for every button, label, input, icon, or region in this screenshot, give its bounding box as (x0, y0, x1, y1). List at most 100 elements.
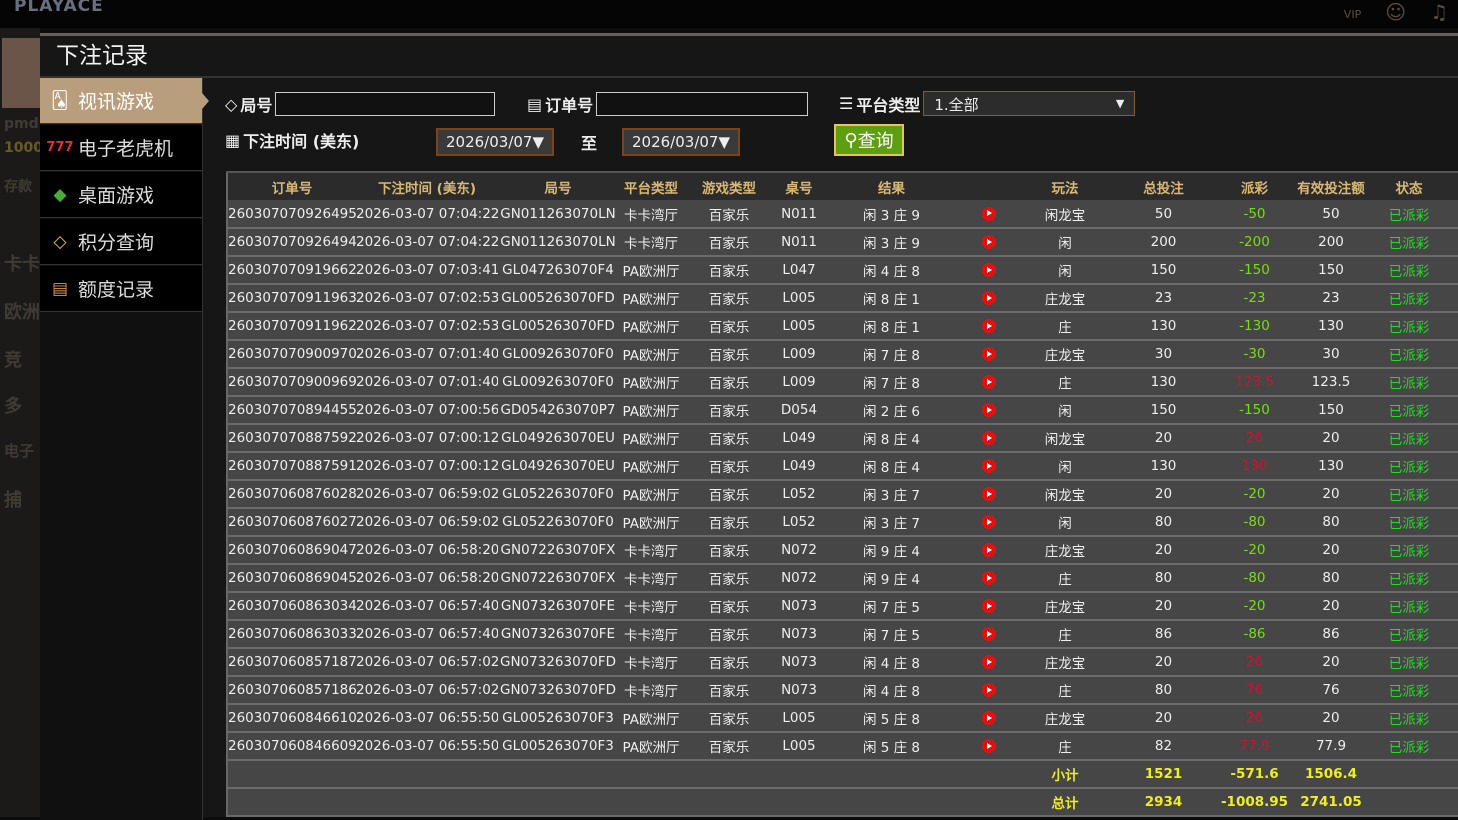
cell-table-id: N073 (774, 620, 824, 649)
cell-order-id: 260307070900970 (227, 340, 356, 369)
cell-platform: PA欧洲厅 (618, 480, 684, 509)
table-row: 260307060876027 2026-03-07 06:59:02 GL0522… (227, 508, 1458, 537)
replay-button[interactable] (959, 508, 1019, 537)
cell-total-bet: 20 (1111, 592, 1216, 621)
play-icon[interactable] (982, 739, 996, 753)
cell-bet-time: 2026-03-07 07:00:12 (356, 452, 498, 481)
sidebar-item-slots[interactable]: 777 电子老虎机 (40, 125, 202, 171)
cell-bet-time: 2026-03-07 06:59:02 (356, 480, 498, 509)
replay-button[interactable] (959, 396, 1019, 425)
cell-platform: PA欧洲厅 (618, 508, 684, 537)
replay-button[interactable] (959, 704, 1019, 733)
table-row: 260307070919662 2026-03-07 07:03:41 GL0472… (227, 256, 1458, 285)
replay-button[interactable] (959, 732, 1019, 761)
column-header: 状态 (1369, 171, 1449, 200)
replay-button[interactable] (959, 424, 1019, 453)
cell-payout: -200 (1216, 228, 1293, 257)
sidebar-item-credit-records[interactable]: ▤ 额度记录 (40, 266, 202, 312)
bet-records-table: 订单号 下注时间 (美东) 局号 平台类型 游戏类型 桌号 结果 玩法 总投注 派彩 有效投注额 状态… (226, 171, 1458, 817)
replay-button[interactable] (959, 676, 1019, 705)
platform-select[interactable]: 1.全部 ▼ (923, 91, 1136, 116)
play-icon[interactable] (982, 627, 996, 641)
play-icon[interactable] (982, 347, 996, 361)
play-icon[interactable] (982, 431, 996, 445)
play-icon[interactable] (982, 655, 996, 669)
cell-total-bet: 30 (1111, 340, 1216, 369)
cell-order-id: 260307070887592 (227, 424, 356, 453)
replay-button[interactable] (959, 536, 1019, 565)
cell-payout: -50 (1216, 200, 1293, 229)
play-icon[interactable] (982, 543, 996, 557)
replay-button[interactable] (959, 620, 1019, 649)
play-icon[interactable] (982, 319, 996, 333)
query-button[interactable]: ⚲ 查询 (834, 124, 904, 156)
cell-valid-bet: 200 (1293, 228, 1369, 257)
sidebar-item-points[interactable]: ◇ 积分查询 (40, 219, 202, 265)
play-icon[interactable] (982, 235, 996, 249)
cell-total-bet: 82 (1111, 732, 1216, 761)
cell-order-id: 260307060863034 (227, 592, 356, 621)
total-row: 总计 2934 -1008.95 2741.05 (227, 788, 1458, 817)
cell-order-id: 260307060846610 (227, 704, 356, 733)
date-to-select[interactable]: 2026/03/07▼ (622, 128, 741, 156)
customer-service-icon[interactable]: ☺ (1385, 0, 1407, 24)
cell-game-type: 百家乐 (684, 396, 774, 425)
vip-icon[interactable]: VIP (1343, 8, 1362, 21)
cell-result: 闲 7 庄 5 (824, 620, 959, 649)
cell-round-id: GL005263070F3 (498, 732, 618, 761)
cell-bet-time: 2026-03-07 07:02:53 (356, 312, 498, 341)
replay-button[interactable] (959, 368, 1019, 397)
play-icon[interactable] (982, 487, 996, 501)
replay-button[interactable] (959, 452, 1019, 481)
bg-item: 捕 (4, 490, 22, 511)
play-icon[interactable] (982, 291, 996, 305)
filter-bar: ◇ 局号 ▤ 订单号 ☰ 平台类型 1.全部 ▼ ▦ 下注时间 (美东) 2026/03/0… (225, 86, 1455, 166)
cell-round-id: GL049263070EU (498, 424, 618, 453)
table-row: 260307070887591 2026-03-07 07:00:12 GL0492… (227, 452, 1458, 481)
play-icon[interactable] (982, 263, 996, 277)
replay-button[interactable] (959, 340, 1019, 369)
replay-button[interactable] (959, 480, 1019, 509)
cell-platform: 卡卡湾厅 (618, 200, 684, 229)
cell-game-type: 百家乐 (684, 704, 774, 733)
order-input[interactable] (596, 92, 809, 116)
cell-game-type: 百家乐 (684, 732, 774, 761)
replay-button[interactable] (959, 200, 1019, 229)
play-icon[interactable] (982, 403, 996, 417)
play-icon[interactable] (982, 375, 996, 389)
music-icon[interactable]: ♫ (1430, 0, 1448, 24)
replay-button[interactable] (959, 228, 1019, 257)
play-icon[interactable] (982, 599, 996, 613)
replay-button[interactable] (959, 284, 1019, 313)
date-from-select[interactable]: 2026/03/07▼ (436, 128, 555, 156)
sidebar-item-live-games[interactable]: 🂡 视讯游戏 (40, 78, 209, 124)
cell-payout: 76 (1216, 676, 1293, 705)
replay-button[interactable] (959, 648, 1019, 677)
sidebar-item-table-games[interactable]: ◆ 桌面游戏 (40, 172, 202, 218)
cell-table-id: L052 (774, 480, 824, 509)
cell-platform: PA欧洲厅 (618, 732, 684, 761)
cell-table-id: L009 (774, 368, 824, 397)
replay-button[interactable] (959, 256, 1019, 285)
cell-table-id: L049 (774, 424, 824, 453)
replay-button[interactable] (959, 312, 1019, 341)
cell-platform: 卡卡湾厅 (618, 620, 684, 649)
cell-total-bet: 50 (1111, 200, 1216, 229)
play-icon[interactable] (982, 206, 996, 221)
play-icon[interactable] (982, 515, 996, 529)
play-icon[interactable] (982, 459, 996, 473)
cell-order-id: 260307070900969 (227, 368, 356, 397)
round-input[interactable] (275, 92, 496, 116)
cell-round-id: GN072263070FX (498, 564, 618, 593)
subtotal-payout: -571.6 (1216, 760, 1293, 789)
cell-round-id: GL005263070FD (498, 312, 618, 341)
playing-cards-icon: 🂡 (51, 90, 69, 111)
play-icon[interactable] (982, 571, 996, 585)
replay-button[interactable] (959, 564, 1019, 593)
play-icon[interactable] (982, 683, 996, 697)
cell-payout: -20 (1216, 536, 1293, 565)
cell-bet-time: 2026-03-07 06:55:50 (356, 732, 498, 761)
play-icon[interactable] (982, 711, 996, 725)
cell-status: 已派彩 (1369, 648, 1449, 677)
replay-button[interactable] (959, 592, 1019, 621)
